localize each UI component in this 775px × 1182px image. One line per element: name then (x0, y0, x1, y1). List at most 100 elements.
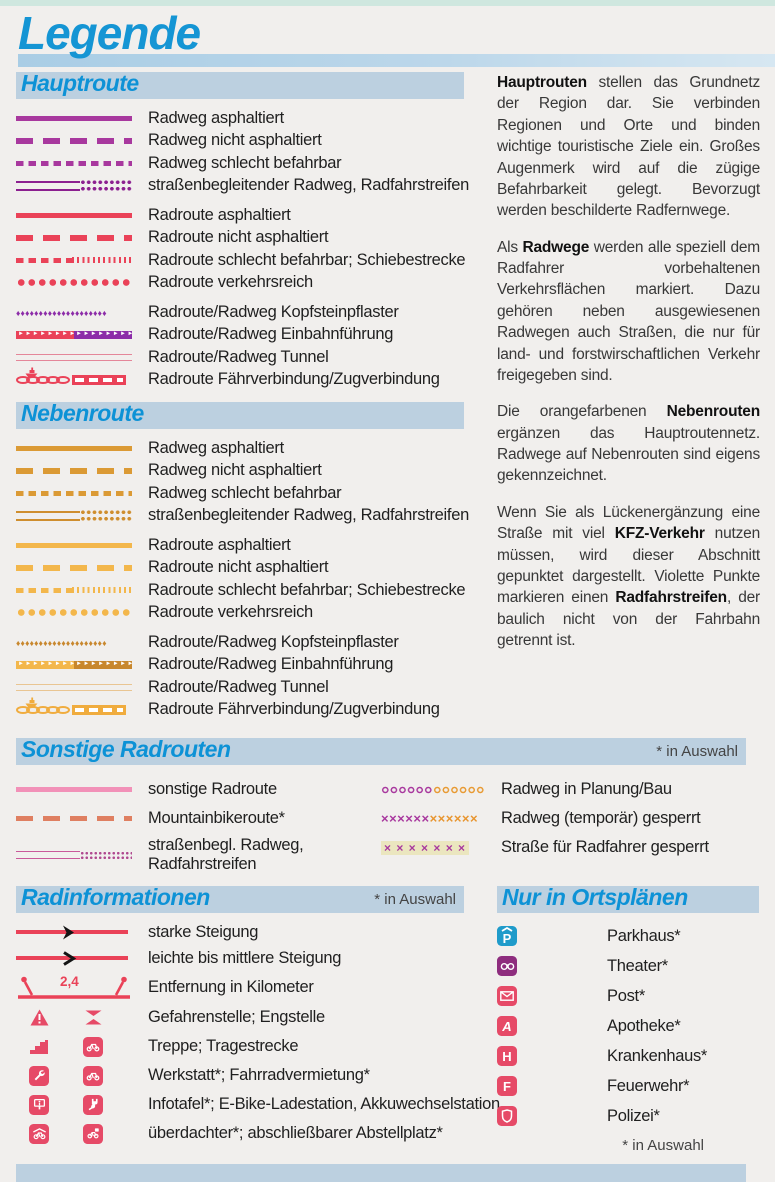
legend-label: straßenbegleitender Radweg, Radfahrstrei… (148, 176, 469, 195)
legend-label: Radroute nicht asphaltiert (148, 228, 329, 247)
steep-gradient-arrow (16, 921, 132, 943)
line-squares-symbol (16, 152, 132, 174)
legend-row: H Krankenhaus* (497, 1041, 759, 1071)
hospital-icon: H (497, 1046, 517, 1066)
legend-label: Krankenhaus* (607, 1046, 708, 1065)
section-radinfo: Radinformationen * in Auswahl starke Ste… (16, 884, 500, 1148)
legend-label: Radroute verkehrsreich (148, 603, 313, 622)
legend-label: Radroute/Radweg Kopfsteinpflaster (148, 302, 399, 321)
legend-label: Radweg nicht asphaltiert (148, 131, 322, 150)
legend-label: Radweg (temporär) gesperrt (501, 809, 701, 827)
line-dashed-symbol (16, 460, 132, 482)
legend-row: A Apotheke* (497, 1011, 759, 1041)
warning-triangle-icon (29, 1008, 49, 1028)
light-gradient-arrow (16, 947, 132, 969)
line-squares-symbol (16, 482, 132, 504)
section-header-hauptroute: Hauptroute (16, 70, 464, 99)
legend-label: Radroute schlecht befahrbar; Schiebestre… (148, 580, 466, 599)
legend-label: Entfernung in Kilometer (148, 977, 314, 996)
legend-label: Parkhaus* (607, 926, 681, 945)
legend-row: Radweg schlecht befahrbar (16, 152, 464, 175)
info-paragraph-kfz: Wenn Sie als Lückenergänzung eine Straße… (497, 503, 761, 649)
legend-label: Radroute Fährverbindung/Zugverbindung (148, 700, 440, 719)
legend-row: Radweg nicht asphaltiert (16, 460, 464, 483)
wrench-icon (29, 1065, 49, 1086)
legend-label: Radweg asphaltiert (148, 438, 284, 457)
line-diamonds-symbol (16, 301, 132, 323)
section-hauptroute: Hauptroute Radweg asphaltiert Radweg nic… (16, 70, 469, 392)
legend-label: Gefahrenstelle; Engstelle (148, 1008, 325, 1026)
section-header-ortsplaene: Nur in Ortsplänen (497, 884, 759, 913)
legend-row: Radweg in Planung/Bau (381, 775, 746, 804)
legend-row: Radroute/Radweg Kopfsteinpflaster (16, 631, 464, 654)
line-solid-symbol (16, 534, 132, 556)
legend-label: Radweg nicht asphaltiert (148, 461, 322, 480)
legend-row: Radroute schlecht befahrbar; Schiebestre… (16, 249, 466, 272)
legend-row: Radweg asphaltiert (16, 437, 464, 460)
legend-row: Radroute nicht asphaltiert (16, 227, 464, 250)
line-arrows-symbol (16, 324, 132, 346)
narrow-passage-icon (83, 1008, 103, 1028)
section-header-radinfo: Radinformationen * in Auswahl (16, 884, 464, 913)
legend-row: Radroute Fährverbindung/Zugverbindung (16, 367, 464, 392)
legend-label: überdachter*; abschließbarer Abstellplat… (148, 1124, 443, 1142)
section-title: Hauptroute (21, 70, 139, 96)
theater-icon (497, 956, 517, 976)
line-solid-symbol (16, 204, 132, 226)
legend-label: straßenbegl. Radweg, Radfahrstreifen (148, 836, 304, 873)
ferry-rail-symbol (16, 697, 132, 721)
sonstige-left-column: sonstige Radroute Mountainbikeroute* str… (16, 775, 381, 877)
rail-icon (72, 704, 126, 715)
section-ortsplaene: Nur in Ortsplänen P Parkhaus* Theater* P… (497, 884, 759, 1154)
section-nebenroute: Nebenroute Radweg asphaltiert Radweg nic… (16, 400, 469, 721)
section-title: Radinformationen (21, 884, 210, 910)
legend-row: Post* (497, 981, 759, 1011)
legend-row: F Feuerwehr* (497, 1071, 759, 1101)
legend-label: Radroute nicht asphaltiert (148, 558, 329, 577)
legend-row: Radroute/Radweg Einbahnführung (16, 324, 464, 347)
section-title: Nur in Ortsplänen (502, 884, 688, 910)
page-title: Legende (18, 7, 201, 59)
legend-label: Radroute schlecht befahrbar; Schiebestre… (148, 250, 466, 269)
legend-row: Infotafel*; E-Bike-Ladestation, Akkuwech… (16, 1090, 500, 1119)
legend-label: sonstige Radroute (148, 780, 277, 798)
fire-station-icon: F (497, 1076, 517, 1096)
line-squares-ticks-symbol (16, 249, 132, 271)
legend-label: Radweg schlecht befahrbar (148, 153, 342, 172)
line-dots-symbol (16, 272, 132, 294)
legend-row: Polizei* (497, 1101, 759, 1131)
legend-row: Radweg schlecht befahrbar (16, 482, 464, 505)
parking-garage-icon: P (497, 926, 517, 946)
sonstige-right-column: Radweg in Planung/Bau Radweg (temporär) … (381, 775, 746, 877)
legend-label: Polizei* (607, 1106, 660, 1125)
legend-row: überdachter*; abschließbarer Abstellplat… (16, 1119, 464, 1148)
line-dashed-symbol (16, 130, 132, 152)
legend-row: straßenbegleitender Radweg, Radfahrstrei… (16, 505, 469, 528)
info-paragraph-radwege: Als Radwege werden alle speziell dem Rad… (497, 238, 760, 384)
page-edge-strip (0, 0, 775, 6)
section-title: Sonstige Radrouten (21, 736, 231, 762)
section-note: * in Auswahl (656, 743, 738, 760)
line-x-symbol (381, 808, 485, 830)
legend-row: Treppe; Tragestrecke (16, 1032, 464, 1061)
line-solid-symbol (16, 437, 132, 459)
section-note: * in Auswahl (622, 1137, 704, 1154)
legend-row: P Parkhaus* (497, 921, 759, 951)
legend-label: Post* (607, 986, 645, 1005)
legend-label: Straße für Radfahrer gesperrt (501, 838, 709, 856)
line-dashed-symbol (16, 808, 132, 830)
legend-label: Radweg schlecht befahrbar (148, 483, 342, 502)
line-dashed-symbol (16, 227, 132, 249)
legend-label: Radroute asphaltiert (148, 535, 291, 554)
legend-row: Straße für Radfahrer gesperrt (381, 833, 746, 862)
legend-label: Infotafel*; E-Bike-Ladestation, Akkuwech… (148, 1095, 500, 1113)
distance-marker: 2,4 (16, 972, 132, 1002)
post-icon (497, 986, 517, 1006)
legend-row: Radweg (temporär) gesperrt (381, 804, 746, 833)
info-paragraph-hauptrouten: Hauptrouten stellen das Grundnetz der Re… (497, 74, 760, 220)
legend-label: Werkstatt*; Fahrradvermietung* (148, 1066, 370, 1084)
distance-value: 2,4 (60, 974, 79, 989)
section-header-nebenroute: Nebenroute (16, 400, 464, 429)
line-tunnel-symbol (16, 346, 132, 368)
legend-row: Radroute/Radweg Kopfsteinpflaster (16, 301, 464, 324)
